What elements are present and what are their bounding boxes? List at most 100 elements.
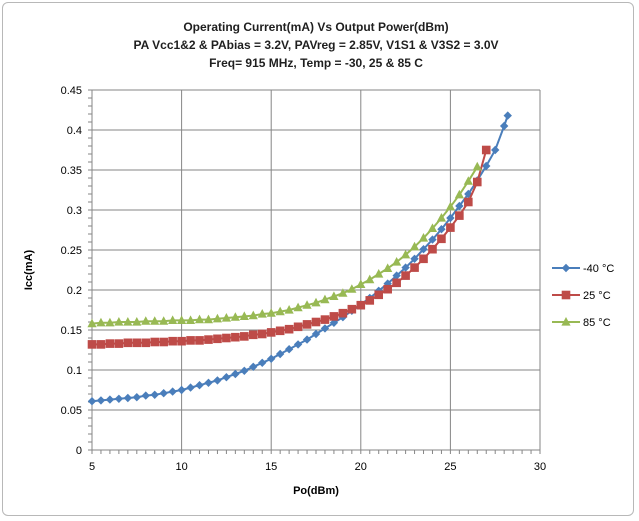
data-point <box>185 315 196 324</box>
data-point <box>105 339 115 348</box>
data-point <box>311 329 321 339</box>
data-point <box>454 189 464 199</box>
data-point <box>419 254 428 264</box>
data-point <box>266 308 276 317</box>
data-point <box>275 326 285 336</box>
data-point <box>503 111 512 120</box>
data-point <box>428 244 437 254</box>
legend-item: -40 °C <box>552 263 614 275</box>
data-point <box>267 354 276 363</box>
data-point <box>302 335 312 344</box>
data-point <box>96 396 106 405</box>
data-point <box>96 317 106 327</box>
data-point <box>293 340 303 349</box>
y-tick-label: 0.05 <box>61 405 82 417</box>
data-point <box>159 337 168 347</box>
y-tick-labels: 0 0.05 0.1 0.15 0.2 0.25 0.3 0.35 0.4 0.45 <box>61 85 82 457</box>
legend-marker <box>561 317 571 326</box>
data-point <box>132 338 142 348</box>
data-point <box>132 393 141 402</box>
y-tick-label: 0.3 <box>67 205 82 217</box>
data-point <box>123 317 133 326</box>
data-point <box>320 324 330 333</box>
legend: -40 °C 25 °C 85 °C <box>552 263 614 329</box>
data-point <box>446 213 455 223</box>
x-tick-label: 20 <box>355 461 367 473</box>
series-3 <box>87 161 482 328</box>
data-point <box>275 349 285 359</box>
data-point <box>374 269 384 278</box>
data-point <box>302 320 312 329</box>
data-point <box>293 322 303 332</box>
series-1 <box>87 111 512 406</box>
data-point <box>428 235 437 244</box>
data-point <box>446 223 455 232</box>
data-point <box>365 296 375 305</box>
data-point <box>114 394 124 403</box>
data-point <box>329 291 339 300</box>
data-point <box>212 313 223 323</box>
data-point <box>427 223 438 232</box>
data-point <box>186 383 195 392</box>
data-point <box>266 328 276 337</box>
data-point <box>347 284 357 293</box>
data-point <box>455 211 464 220</box>
data-point <box>177 385 186 395</box>
data-point <box>150 316 160 325</box>
data-point <box>213 376 222 385</box>
data-point <box>231 332 240 342</box>
data-point <box>96 340 106 349</box>
chart-title-line-1: Operating Current(mA) Vs Output Power(dB… <box>183 20 448 34</box>
data-point <box>293 302 303 312</box>
data-point <box>132 317 142 326</box>
data-point <box>329 312 339 321</box>
x-tick-label: 25 <box>444 461 456 473</box>
data-point <box>87 318 97 328</box>
x-tick-label: 5 <box>89 461 95 473</box>
x-tick-label: 30 <box>534 461 546 473</box>
y-tick-label: 0.4 <box>67 125 82 137</box>
data-point <box>203 314 214 324</box>
data-point <box>87 340 97 349</box>
data-point <box>239 311 249 320</box>
data-point <box>338 308 348 318</box>
data-point <box>230 312 240 321</box>
legend-item: 25 °C <box>552 290 611 302</box>
chart-title-line-3: Freq= 915 MHz, Temp = -30, 25 & 85 C <box>209 56 423 70</box>
data-point <box>123 338 133 348</box>
data-point <box>410 263 419 272</box>
data-point <box>338 288 348 297</box>
data-point <box>284 305 294 314</box>
data-point <box>177 336 186 346</box>
data-point <box>258 358 267 367</box>
y-tick-label: 0.15 <box>61 325 82 337</box>
data-point <box>409 241 420 251</box>
plot-area <box>92 90 540 450</box>
data-point <box>141 316 151 325</box>
data-point <box>222 333 231 343</box>
data-point <box>410 254 419 263</box>
data-point <box>455 201 464 211</box>
legend-marker <box>561 263 571 273</box>
data-point <box>445 201 455 211</box>
data-point <box>482 161 491 171</box>
data-point <box>249 362 258 371</box>
data-point <box>383 284 392 294</box>
data-point <box>481 145 491 155</box>
data-point <box>437 234 446 244</box>
data-point <box>302 300 312 309</box>
x-tick-labels: 5 10 15 20 25 30 <box>89 461 546 473</box>
y-tick-label: 0.25 <box>61 245 82 257</box>
data-point <box>221 313 231 322</box>
data-point <box>392 271 401 280</box>
data-point <box>437 225 446 234</box>
data-point <box>464 197 473 207</box>
data-point <box>311 317 321 327</box>
data-point <box>213 334 222 344</box>
y-axis-title: Icc(mA) <box>23 249 35 290</box>
data-point <box>150 390 159 399</box>
chart-title: Operating Current(mA) Vs Output Power(dB… <box>134 20 499 70</box>
y-tick-label: 0 <box>76 445 82 457</box>
data-point <box>320 315 330 324</box>
